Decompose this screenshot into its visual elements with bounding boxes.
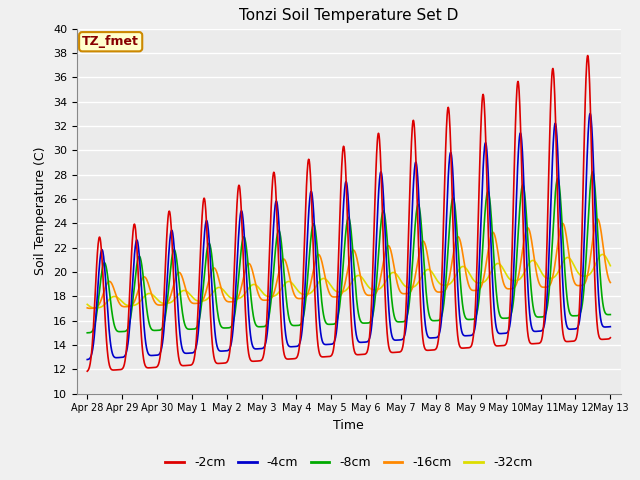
Text: TZ_fmet: TZ_fmet [82, 35, 139, 48]
Title: Tonzi Soil Temperature Set D: Tonzi Soil Temperature Set D [239, 9, 458, 24]
Y-axis label: Soil Temperature (C): Soil Temperature (C) [35, 147, 47, 276]
X-axis label: Time: Time [333, 419, 364, 432]
Legend: -2cm, -4cm, -8cm, -16cm, -32cm: -2cm, -4cm, -8cm, -16cm, -32cm [160, 451, 538, 474]
